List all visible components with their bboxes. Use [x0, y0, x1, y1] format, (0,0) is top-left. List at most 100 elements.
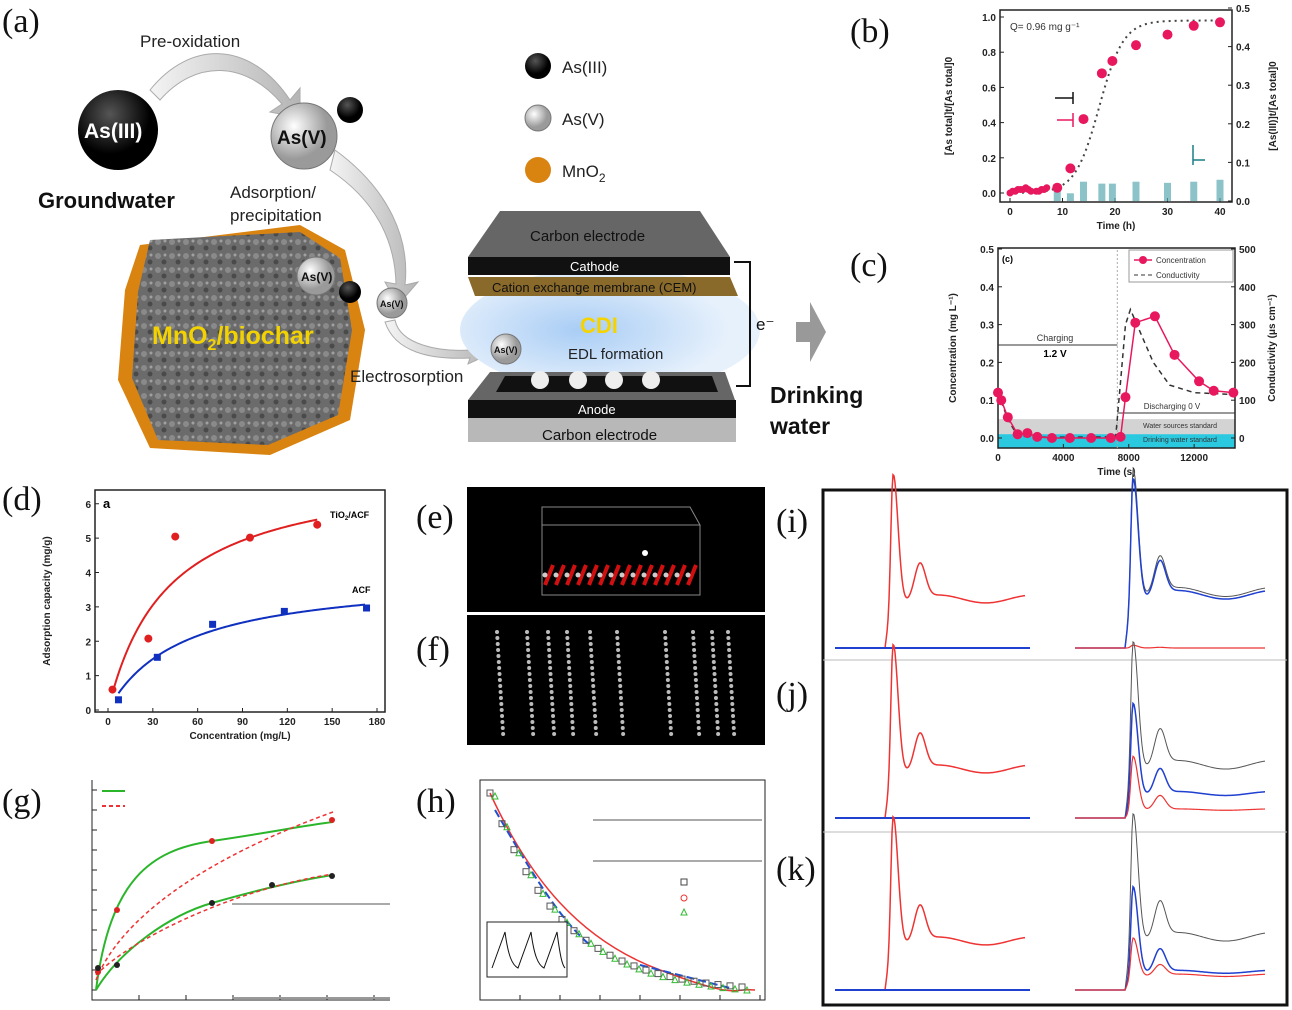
atom [529, 702, 534, 706]
data-square [630, 962, 638, 970]
atom [592, 708, 597, 712]
y-tick-label: 0.0 [982, 189, 996, 200]
spectrum-fit-left [835, 473, 1026, 649]
spectrum-data-right [1075, 469, 1266, 649]
atom [547, 654, 552, 658]
y2-tick-label: 100 [1239, 396, 1256, 407]
atom [591, 696, 596, 700]
drinking-label-1: Drinking [770, 382, 863, 408]
panel-label-i: (i) [776, 503, 808, 540]
data-square [486, 789, 494, 797]
data-point [1188, 20, 1199, 31]
atom [641, 572, 647, 578]
data-square [606, 951, 614, 959]
fit-red-lower [95, 873, 334, 976]
as5-cdi-label: As(V) [494, 345, 518, 355]
as3-bar [1066, 193, 1074, 201]
concentration-point [996, 395, 1007, 406]
x-tick-label: 0 [105, 717, 111, 728]
carbon-electrode-top-label: Carbon electrode [530, 228, 645, 245]
data-point [1065, 163, 1076, 174]
atom [498, 690, 503, 694]
data-point [1131, 40, 1141, 51]
water-sources-label: Water sources standard [1143, 423, 1217, 430]
atom [728, 666, 733, 670]
atom [550, 708, 555, 712]
bond [587, 564, 599, 586]
y2-tick-label: 500 [1239, 245, 1256, 256]
spectrum-fit-left [835, 815, 1026, 991]
concentration-point [1228, 387, 1239, 398]
data-triangle [575, 929, 583, 938]
data-point [114, 696, 122, 704]
data-square [726, 982, 734, 990]
legend-as5-icon [524, 104, 552, 132]
bond [686, 564, 698, 586]
atom [593, 714, 598, 718]
atom [691, 630, 695, 634]
bond [664, 564, 676, 586]
spectrum-data-right [1075, 640, 1266, 819]
atom [564, 572, 570, 578]
data-point [363, 604, 371, 612]
y-tick-label: 0.4 [980, 283, 994, 294]
data-point [171, 532, 180, 541]
data-triangle [503, 822, 511, 831]
atom [715, 720, 720, 724]
left-axis-arrow-black [1055, 92, 1074, 104]
data-point [313, 520, 322, 529]
pre-oxidation-label: Pre-oxidation [140, 32, 240, 51]
as3-bar [1132, 181, 1140, 201]
x-tick-label: 120 [279, 717, 296, 728]
x-axis-label: Time (s) [1097, 467, 1135, 478]
charging-label: Charging [1037, 333, 1074, 343]
atom [668, 720, 673, 724]
concentration-point [1064, 433, 1075, 443]
atom [694, 690, 699, 694]
atom [588, 636, 593, 640]
y-axis-label: Concentration (mg L⁻¹) [948, 293, 959, 403]
atom [497, 666, 502, 670]
y2-tick-label: 0.0 [1236, 197, 1250, 208]
axes [479, 779, 766, 1001]
cathode [468, 257, 730, 275]
atom [668, 714, 673, 718]
atom [591, 690, 596, 694]
atom [593, 720, 598, 724]
y2-tick-label: 0 [1239, 434, 1245, 445]
y-tick-label: 2 [85, 637, 91, 648]
pre-oxidation-arrow [149, 53, 301, 119]
atom [570, 714, 575, 718]
atom [568, 696, 573, 700]
data-square [738, 983, 746, 991]
atom [663, 572, 669, 578]
atom [500, 714, 505, 718]
data-point [1162, 29, 1173, 40]
concentration-point [1194, 376, 1205, 387]
as3-bar [1216, 179, 1224, 201]
bond [554, 564, 566, 586]
data-point [1027, 187, 1035, 195]
label-part: /ACF [348, 510, 369, 520]
data-triangle [539, 889, 547, 897]
data-triangle [623, 959, 631, 968]
data-square [546, 902, 554, 910]
fit-curve-1 [117, 603, 366, 694]
data-square [678, 975, 686, 983]
atom [727, 648, 732, 652]
atom [713, 690, 718, 694]
plot-frame [997, 247, 1236, 449]
fit-green-lower [95, 874, 334, 991]
atom [693, 678, 698, 682]
data-square [534, 886, 542, 894]
md-snapshot-e [467, 487, 765, 612]
data-square [498, 820, 506, 828]
as5-adsorbed-label: As(V) [301, 270, 332, 284]
legend-triangle [680, 907, 688, 916]
x-tick-label: 90 [237, 717, 249, 728]
atom [549, 690, 554, 694]
atom [530, 720, 535, 724]
cathode-label: Cathode [570, 259, 619, 274]
atom [652, 572, 658, 578]
